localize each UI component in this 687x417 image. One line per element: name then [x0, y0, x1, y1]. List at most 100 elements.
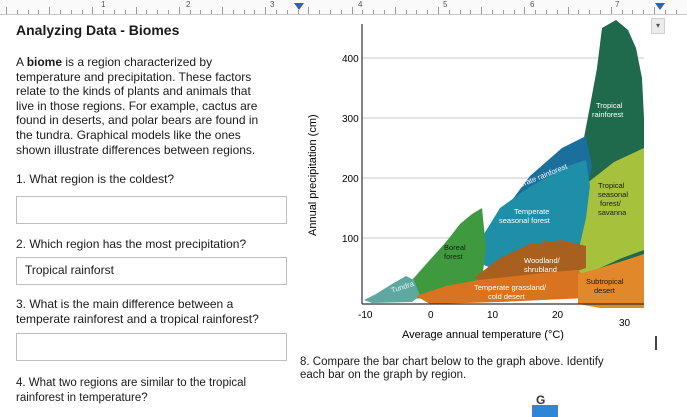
question-4-line: rainforest in temperature? — [16, 391, 148, 404]
ruler-tick — [394, 7, 396, 14]
biome-chart: 100 200 300 400 -10 0 10 20 30 Average a… — [307, 20, 644, 341]
ruler-tick — [308, 7, 310, 14]
ruler-tick — [556, 10, 558, 14]
intro-line: shown illustrate differences between reg… — [16, 142, 256, 157]
label-boreal: forest — [444, 252, 464, 261]
ruler-tick — [38, 10, 40, 14]
label-tropical-rainforest: Tropical — [596, 101, 623, 110]
x-tick-label: 10 — [487, 310, 499, 321]
ruler-tick — [535, 10, 537, 14]
region-boreal-forest — [398, 208, 486, 300]
ruler-tick — [502, 10, 504, 14]
ruler-tick — [427, 10, 429, 14]
ruler-tick — [546, 10, 547, 14]
label-tropical-seasonal: Tropical — [598, 181, 625, 190]
ruler-number: 6 — [530, 0, 535, 9]
ruler-tick — [567, 7, 569, 14]
question-8-line: 8. Compare the bar chart below to the gr… — [300, 356, 604, 368]
question-4: 4. What two regions are similar to the t… — [16, 376, 246, 405]
ruler-tick — [319, 10, 321, 14]
ruler-tick — [27, 10, 29, 14]
ruler-tick — [222, 7, 223, 14]
ruler-tick — [664, 10, 666, 14]
label-temperate-seasonal: Temperate — [514, 207, 549, 216]
answer-2-text: Tropical rainforst — [25, 263, 114, 277]
ruler-tick — [124, 10, 126, 14]
ruler-tick — [643, 10, 645, 14]
intro-line: A biome is a region characterized by — [16, 55, 213, 69]
label-tropical-seasonal: savanna — [598, 208, 627, 217]
label-tropical-seasonal: seasonal — [598, 190, 628, 199]
ruler-number: 3 — [270, 0, 275, 9]
ruler-tick — [92, 7, 94, 14]
ruler-tick — [265, 7, 267, 14]
question-3-line: 3. What is the main difference between a — [16, 297, 234, 311]
y-tick-label: 200 — [342, 174, 359, 185]
ruler-tick — [373, 10, 375, 14]
label-grassland: Temperate grassland/ — [474, 283, 547, 292]
ruler-tick — [416, 10, 418, 14]
ruler-tick — [448, 10, 450, 14]
label-woodland: Woodland/ — [524, 256, 561, 265]
question-1: 1. What region is the coldest? — [16, 172, 175, 186]
question-2: 2. Which region has the most precipitati… — [16, 237, 247, 251]
ruler-tick — [610, 7, 612, 14]
label-temperate-seasonal: seasonal forest — [499, 216, 551, 225]
answer-2-field[interactable]: Tropical rainforst — [16, 257, 287, 285]
ruler-tick — [135, 7, 137, 14]
ruler-tick — [675, 10, 677, 14]
ruler-number: 5 — [443, 0, 448, 9]
ruler-tick — [351, 7, 353, 14]
answer-1-field[interactable] — [16, 196, 287, 224]
question-3: 3. What is the main difference between a… — [16, 297, 259, 326]
ruler-tick — [654, 7, 655, 14]
region-subtropical-desert — [578, 254, 644, 308]
ruler-tick — [459, 10, 461, 14]
right-margin-marker-icon[interactable] — [655, 3, 665, 10]
ruler-tick — [384, 10, 385, 14]
y-axis-label: Annual precipitation (cm) — [307, 114, 319, 236]
ruler-tick — [481, 7, 483, 14]
ruler-tick — [578, 10, 580, 14]
region-tundra — [364, 276, 420, 303]
label-grassland: cold desert — [488, 292, 526, 301]
ruler-tick — [340, 10, 342, 14]
ruler-number: 1 — [101, 0, 106, 9]
ruler-tick — [405, 10, 407, 14]
ruler-tick — [6, 7, 7, 14]
ruler-tick — [438, 7, 439, 14]
ruler-tick — [114, 10, 115, 14]
indent-marker-icon[interactable] — [294, 3, 304, 10]
ruler-tick — [189, 10, 191, 14]
x-axis-label: Average annual temperature (°C) — [402, 329, 564, 341]
label-subtropical-desert: Subtropical — [586, 277, 624, 286]
ruler-tick — [60, 10, 61, 14]
ruler-tick — [589, 10, 591, 14]
text-cursor — [655, 336, 657, 350]
ruler-tick — [600, 10, 601, 14]
ruler-tick — [211, 10, 213, 14]
ruler-number: 7 — [615, 0, 620, 9]
ruler-tick — [524, 7, 526, 14]
answer-3-field[interactable] — [16, 333, 287, 361]
bar-label-g: G — [536, 393, 546, 407]
y-tick-label: 300 — [342, 114, 359, 125]
ruler-tick — [232, 10, 234, 14]
ruler: 1 2 3 4 5 6 7 — [0, 0, 687, 15]
ruler-tick — [168, 10, 169, 14]
ruler-tick — [621, 10, 623, 14]
label-woodland: shrubland — [524, 265, 557, 274]
x-tick-label: 20 — [552, 310, 564, 321]
label-boreal: Boreal — [444, 243, 466, 252]
ruler-tick — [297, 10, 299, 14]
ruler-tick — [178, 7, 180, 14]
ruler-tick — [286, 10, 288, 14]
question-4-line: 4. What two regions are similar to the t… — [16, 377, 247, 389]
ruler-tick — [492, 10, 493, 14]
ruler-tick — [254, 10, 256, 14]
y-tick-label: 100 — [342, 234, 359, 245]
ruler-tick — [81, 10, 83, 14]
scroll-arrow-icon[interactable]: ▾ — [651, 18, 665, 34]
question-8: 8. Compare the bar chart below to the gr… — [300, 356, 660, 382]
intro-line: live in those regions. For example, cact… — [16, 98, 258, 113]
